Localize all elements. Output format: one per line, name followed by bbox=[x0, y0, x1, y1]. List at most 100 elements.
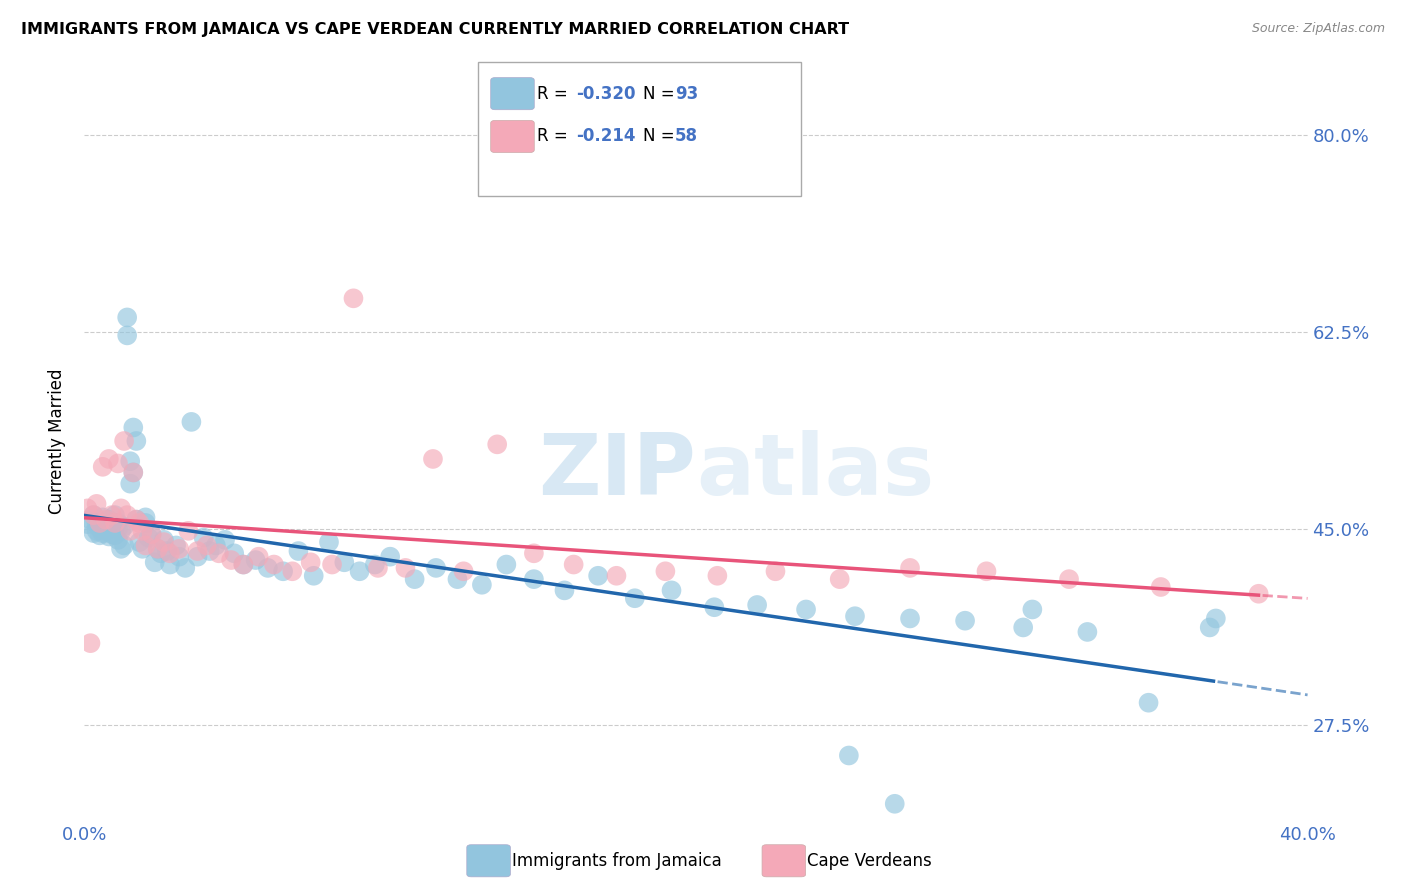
Point bbox=[422, 452, 444, 467]
Point bbox=[186, 549, 208, 564]
Point bbox=[91, 510, 114, 524]
Point bbox=[97, 519, 120, 533]
Point bbox=[107, 522, 129, 536]
Point bbox=[153, 533, 176, 547]
Point bbox=[115, 508, 138, 522]
Point bbox=[208, 546, 231, 560]
Point bbox=[471, 578, 494, 592]
Point bbox=[94, 516, 117, 530]
Point bbox=[101, 508, 124, 522]
Point bbox=[747, 598, 769, 612]
Point bbox=[765, 564, 787, 578]
Point bbox=[86, 497, 108, 511]
Point bbox=[89, 516, 111, 530]
Point bbox=[224, 546, 246, 560]
Point bbox=[333, 555, 356, 569]
Point bbox=[143, 555, 166, 569]
Point bbox=[263, 558, 285, 572]
Point bbox=[131, 524, 153, 538]
Point bbox=[149, 546, 172, 560]
Point bbox=[794, 602, 817, 616]
Point bbox=[553, 583, 575, 598]
Point bbox=[219, 553, 242, 567]
Point bbox=[299, 555, 322, 569]
Point bbox=[214, 533, 236, 547]
Point bbox=[76, 501, 98, 516]
Point bbox=[380, 549, 402, 564]
Point bbox=[321, 558, 343, 572]
Point bbox=[342, 291, 364, 305]
Point bbox=[165, 538, 187, 552]
Point bbox=[404, 572, 426, 586]
Point bbox=[898, 611, 921, 625]
Point bbox=[586, 568, 609, 582]
Point bbox=[97, 513, 120, 527]
Text: atlas: atlas bbox=[696, 430, 934, 514]
Point bbox=[120, 524, 142, 538]
Point bbox=[486, 437, 509, 451]
Point bbox=[107, 533, 129, 547]
Point bbox=[83, 508, 105, 522]
Point bbox=[844, 609, 866, 624]
Point bbox=[167, 549, 190, 564]
Point bbox=[91, 459, 114, 474]
Point bbox=[523, 572, 546, 586]
Point bbox=[562, 558, 585, 572]
Point bbox=[661, 583, 683, 598]
Point bbox=[349, 564, 371, 578]
Point bbox=[101, 522, 124, 536]
Point bbox=[205, 538, 228, 552]
Point bbox=[86, 516, 108, 530]
Point bbox=[523, 546, 546, 560]
Point bbox=[135, 516, 157, 530]
Point bbox=[112, 434, 135, 448]
Point bbox=[706, 568, 728, 582]
Point bbox=[97, 529, 120, 543]
Point bbox=[281, 564, 304, 578]
Point bbox=[247, 549, 270, 564]
Point bbox=[1150, 580, 1173, 594]
Point bbox=[177, 524, 200, 538]
Point bbox=[141, 527, 163, 541]
Text: 93: 93 bbox=[675, 85, 699, 103]
Point bbox=[828, 572, 851, 586]
Point bbox=[302, 568, 325, 582]
Point bbox=[91, 526, 114, 541]
Text: R =: R = bbox=[537, 128, 574, 145]
Point bbox=[94, 524, 117, 538]
Point bbox=[245, 553, 267, 567]
Point bbox=[446, 572, 468, 586]
Point bbox=[128, 535, 150, 549]
Point bbox=[104, 528, 127, 542]
Point bbox=[180, 415, 202, 429]
Point bbox=[159, 558, 181, 572]
Point bbox=[104, 516, 127, 530]
Point bbox=[953, 614, 976, 628]
Point bbox=[195, 538, 218, 552]
Point bbox=[193, 531, 215, 545]
Point bbox=[1076, 624, 1098, 639]
Point bbox=[115, 310, 138, 325]
Point bbox=[83, 526, 105, 541]
Point bbox=[364, 558, 387, 572]
Point bbox=[79, 636, 101, 650]
Point bbox=[83, 508, 105, 522]
Point bbox=[257, 561, 280, 575]
Point bbox=[135, 538, 157, 552]
Point bbox=[97, 452, 120, 467]
Point bbox=[271, 564, 294, 578]
Point bbox=[624, 591, 647, 606]
Point bbox=[135, 510, 157, 524]
Text: ZIP: ZIP bbox=[538, 430, 696, 514]
Point bbox=[107, 457, 129, 471]
Point bbox=[976, 564, 998, 578]
Y-axis label: Currently Married: Currently Married bbox=[48, 368, 66, 515]
Point bbox=[112, 519, 135, 533]
Point bbox=[1247, 587, 1270, 601]
Text: Immigrants from Jamaica: Immigrants from Jamaica bbox=[512, 852, 721, 870]
Point bbox=[1198, 620, 1220, 634]
Point bbox=[131, 541, 153, 556]
Text: Source: ZipAtlas.com: Source: ZipAtlas.com bbox=[1251, 22, 1385, 36]
Point bbox=[1351, 568, 1374, 582]
Text: IMMIGRANTS FROM JAMAICA VS CAPE VERDEAN CURRENTLY MARRIED CORRELATION CHART: IMMIGRANTS FROM JAMAICA VS CAPE VERDEAN … bbox=[21, 22, 849, 37]
